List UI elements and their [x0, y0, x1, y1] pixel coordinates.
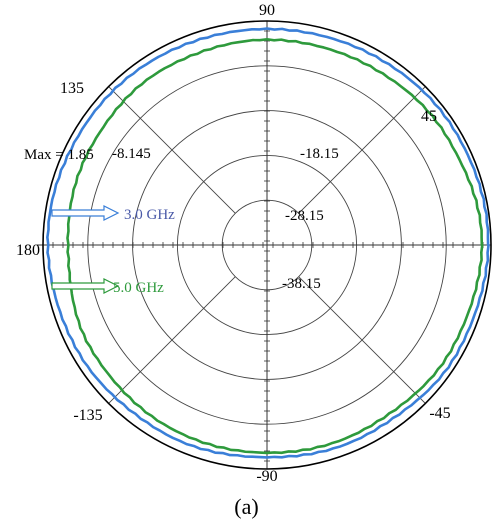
radial-tick-label: -18.15: [300, 146, 339, 162]
series-label: 3.0 GHz: [124, 207, 175, 223]
series-label: 5.0 GHz: [113, 280, 164, 296]
max-label: Max = 1.85: [24, 147, 94, 163]
radial-tick-label: -38.15: [282, 276, 321, 292]
angle-label-90: 90: [259, 2, 275, 19]
series-line-3-0-ghz: [46, 27, 490, 459]
angle-label-45: 45: [421, 108, 437, 125]
radial-tick-label: -8.145: [112, 146, 151, 162]
grid-spoke: [298, 276, 426, 404]
grid-spoke: [108, 276, 236, 404]
figure-caption: (a): [234, 494, 259, 519]
angle-label-neg45: -45: [429, 405, 450, 422]
grid-spoke: [298, 86, 426, 214]
angle-label-neg90: -90: [256, 468, 277, 485]
series-arrow-icon: [51, 278, 120, 294]
angle-label-135: 135: [60, 80, 84, 97]
angle-label-neg135: -135: [73, 407, 102, 424]
grid-spoke: [108, 86, 236, 214]
radial-tick-label: -28.15: [285, 208, 324, 224]
series-arrow-icon: [51, 205, 120, 221]
series-line-5-0-ghz: [66, 37, 484, 455]
polar-chart: 90135451800-135-45-90-38.15-28.15-18.15-…: [16, 2, 492, 485]
angle-label-180: 180: [16, 242, 40, 259]
outer-max-circle: [42, 20, 492, 470]
